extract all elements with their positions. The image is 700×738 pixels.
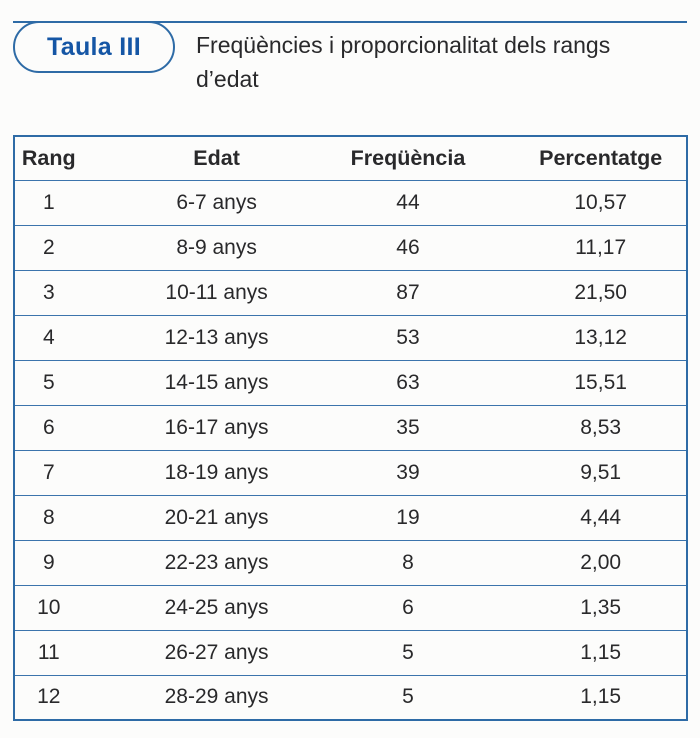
table-cell-rang: 11: [14, 629, 83, 675]
table-cell-rang: 2: [14, 224, 83, 270]
table-cell-rang: 12: [14, 674, 83, 720]
table-cell-frequencia: 8: [350, 539, 466, 585]
column-header-percentatge: Percentatge: [539, 145, 663, 170]
table-cell-edat: 12-13 anys: [82, 314, 351, 360]
table-cell-percentatge: 8,53: [465, 404, 687, 450]
table-row: 9 22-23 anys 8 2,00: [14, 539, 687, 585]
table-cell-edat: 26-27 anys: [82, 629, 351, 675]
table-cell-frequencia: 6: [350, 584, 466, 630]
table-row: 6 16-17 anys 35 8,53: [14, 404, 687, 450]
table-cell-frequencia: 44: [350, 179, 466, 225]
header-rule: [13, 21, 687, 23]
table-cell-edat: 20-21 anys: [82, 494, 351, 540]
table-number-badge: Taula III: [13, 21, 175, 73]
data-table: Rang Edat Freqüència Percentatge 1 6-7 an…: [13, 135, 688, 721]
data-table-container: Rang Edat Freqüència Percentatge 1 6-7 an…: [13, 135, 688, 721]
table-row: 1 6-7 anys 44 10,57: [14, 179, 687, 225]
column-header-frequencia: Freqüència: [350, 145, 466, 170]
table-row: 2 8-9 anys 46 11,17: [14, 224, 687, 270]
table-cell-edat: 22-23 anys: [82, 539, 351, 585]
table-cell-percentatge: 1,15: [465, 674, 687, 720]
table-cell-rang: 4: [14, 314, 83, 360]
table-cell-edat: 28-29 anys: [82, 674, 351, 720]
table-cell-percentatge: 10,57: [465, 179, 687, 225]
table-cell-edat: 14-15 anys: [82, 359, 351, 405]
table-cell-frequencia: 63: [350, 359, 466, 405]
table-head: Rang Edat Freqüència Percentatge: [14, 136, 687, 180]
table-cell-frequencia: 46: [350, 224, 466, 270]
table-cell-frequencia: 53: [350, 314, 466, 360]
table-cell-rang: 9: [14, 539, 83, 585]
table-cell-rang: 5: [14, 359, 83, 405]
table-cell-rang: 6: [14, 404, 83, 450]
table-body: 1 6-7 anys 44 10,57 2 8-9 anys 46 11,17 3 10-11 a…: [14, 179, 687, 720]
table-cell-percentatge: 11,17: [465, 224, 687, 270]
table-cell-edat: 18-19 anys: [82, 449, 351, 495]
table-cell-edat: 8-9 anys: [82, 224, 351, 270]
table-cell-edat: 24-25 anys: [82, 584, 351, 630]
table-cell-percentatge: 15,51: [465, 359, 687, 405]
table-caption-line1: Freqüències i proporcionalitat dels rang…: [196, 32, 611, 58]
table-caption-line2: d’edat: [196, 66, 259, 92]
table-cell-rang: 1: [14, 179, 83, 225]
table-cell-edat: 16-17 anys: [82, 404, 351, 450]
table-cell-edat: 6-7 anys: [82, 179, 351, 225]
table-row: 10 24-25 anys 6 1,35: [14, 584, 687, 630]
table-cell-percentatge: 2,00: [465, 539, 687, 585]
table-number-label: Taula III: [47, 32, 141, 61]
table-cell-percentatge: 13,12: [465, 314, 687, 360]
table-cell-frequencia: 5: [350, 674, 466, 720]
table-cell-frequencia: 35: [350, 404, 466, 450]
table-cell-rang: 7: [14, 449, 83, 495]
table-row: 8 20-21 anys 19 4,44: [14, 494, 687, 540]
table-row: 11 26-27 anys 5 1,15: [14, 629, 687, 675]
table-row: 5 14-15 anys 63 15,51: [14, 359, 687, 405]
table-cell-frequencia: 5: [350, 629, 466, 675]
table-row: 7 18-19 anys 39 9,51: [14, 449, 687, 495]
table-cell-percentatge: 1,35: [465, 584, 687, 630]
table-cell-percentatge: 21,50: [465, 269, 687, 315]
column-header-rang: Rang: [21, 145, 76, 170]
table-cell-edat: 10-11 anys: [82, 269, 351, 315]
table-caption: Freqüències i proporcionalitat dels rang…: [196, 28, 666, 96]
table-cell-rang: 3: [14, 269, 83, 315]
table-row: 4 12-13 anys 53 13,12: [14, 314, 687, 360]
table-cell-percentatge: 4,44: [465, 494, 687, 540]
table-cell-rang: 8: [14, 494, 83, 540]
table-row: 12 28-29 anys 5 1,15: [14, 674, 687, 720]
table-cell-frequencia: 39: [350, 449, 466, 495]
column-header-edat: Edat: [193, 145, 240, 170]
table-cell-percentatge: 1,15: [465, 629, 687, 675]
table-cell-frequencia: 19: [350, 494, 466, 540]
table-row: 3 10-11 anys 87 21,50: [14, 269, 687, 315]
table-cell-frequencia: 87: [350, 269, 466, 315]
table-cell-percentatge: 9,51: [465, 449, 687, 495]
table-cell-rang: 10: [14, 584, 83, 630]
table-header-row: Rang Edat Freqüència Percentatge: [14, 136, 687, 180]
